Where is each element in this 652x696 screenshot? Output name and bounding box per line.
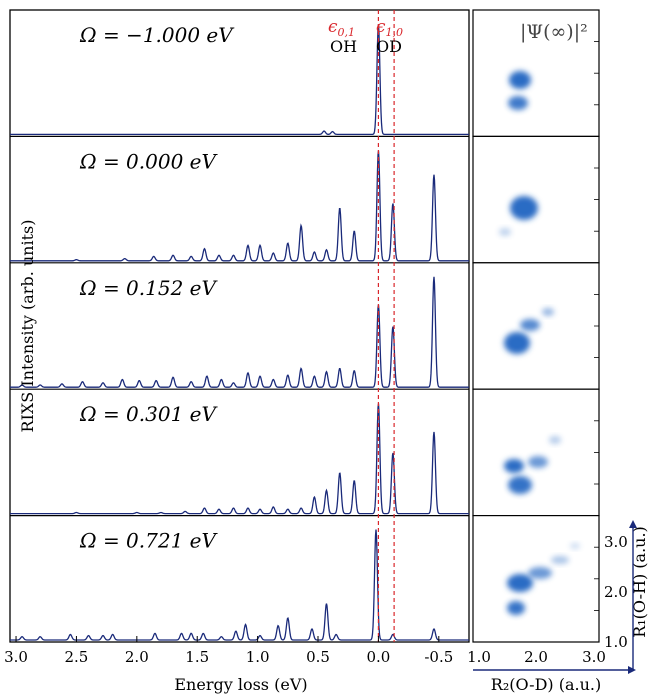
density-blob [570, 543, 580, 549]
x-tick-label: 3.0 [4, 648, 28, 666]
density-blob [507, 574, 533, 592]
x-tick-label: 0.5 [306, 648, 330, 666]
spectra-frame [9, 9, 470, 643]
spectrum-line-5 [10, 529, 469, 641]
reference-lines [377, 10, 395, 642]
wf-x-tick-label: 1.0 [467, 648, 491, 666]
wf-y-tick-label: 3.0 [604, 533, 628, 551]
x-axis-label: Energy loss (eV) [174, 675, 307, 694]
omega-label-1: Ω = −1.000 eV [79, 23, 235, 47]
density-blob [508, 476, 532, 494]
density-blob [504, 459, 524, 473]
wf-y-tick-label: 2.0 [604, 583, 628, 601]
wf-x-tick-label: 3.0 [582, 648, 606, 666]
x-axis-ticks: 3.0 2.5 2.0 1.5 1.0 0.5 0.0 -0.5 [4, 636, 453, 666]
wavefunction-title: |Ψ(∞)|² [520, 21, 588, 43]
density-blob [504, 332, 530, 354]
x-tick-label: 0.0 [366, 648, 390, 666]
wf-y-arrowhead [629, 520, 637, 528]
omega-label-4: Ω = 0.301 eV [79, 402, 219, 426]
panel-dividers [10, 135, 469, 517]
density-blob [520, 319, 540, 331]
spectrum-line-3 [10, 276, 469, 388]
x-tick-label: 2.5 [65, 648, 89, 666]
x-tick-label: 2.0 [125, 648, 149, 666]
density-blob [542, 308, 554, 316]
density-blob [549, 436, 561, 444]
density-blob [551, 556, 569, 564]
spectrum-line-1 [10, 24, 469, 136]
wavefunction-panel-2 [472, 135, 600, 264]
y-axis-label: RIXS Intensity (arb. units) [18, 220, 37, 433]
x-tick-label: 1.5 [185, 648, 209, 666]
density-blob [509, 71, 531, 89]
oh-label: OH [330, 37, 357, 56]
density-blob [508, 96, 528, 110]
x-tick-label: 1.0 [246, 648, 270, 666]
spectra-lines [10, 24, 469, 641]
wf-y-tick-label: 1.0 [604, 633, 628, 651]
omega-label-5: Ω = 0.721 eV [79, 529, 219, 553]
wavefunction-panels: 1.0 2.0 3.0 3.0 2.0 1.0 [467, 9, 628, 666]
omega-label-3: Ω = 0.152 eV [79, 276, 219, 300]
epsilon-01-label: ϵ0,1 [328, 17, 355, 39]
x-tick-label: -0.5 [424, 648, 453, 666]
density-blob [510, 196, 538, 220]
wavefunction-panel-1 [472, 9, 600, 138]
omega-label-2: Ω = 0.000 eV [79, 149, 219, 173]
density-blob [528, 567, 552, 579]
wavefunction-panel-5 [472, 514, 600, 643]
density-blob [499, 228, 511, 236]
wf-x-arrowhead [628, 666, 636, 674]
density-blob [528, 456, 548, 468]
density-blob [507, 601, 525, 615]
omega-labels: Ω = −1.000 eV Ω = 0.000 eV Ω = 0.152 eV Ω =… [79, 23, 235, 553]
spectrum-line-2 [10, 150, 469, 262]
epsilon-10-label: ϵ1,0 [376, 17, 403, 39]
od-label: OD [376, 37, 402, 56]
wavefunction-panel-4 [472, 388, 600, 517]
wf-y-axis-label: R₁(O-H) (a.u.) [630, 526, 649, 638]
wf-x-tick-label: 2.0 [524, 648, 548, 666]
spectrum-line-4 [10, 403, 469, 515]
wf-x-axis-label: R₂(O-D) (a.u.) [491, 675, 601, 694]
